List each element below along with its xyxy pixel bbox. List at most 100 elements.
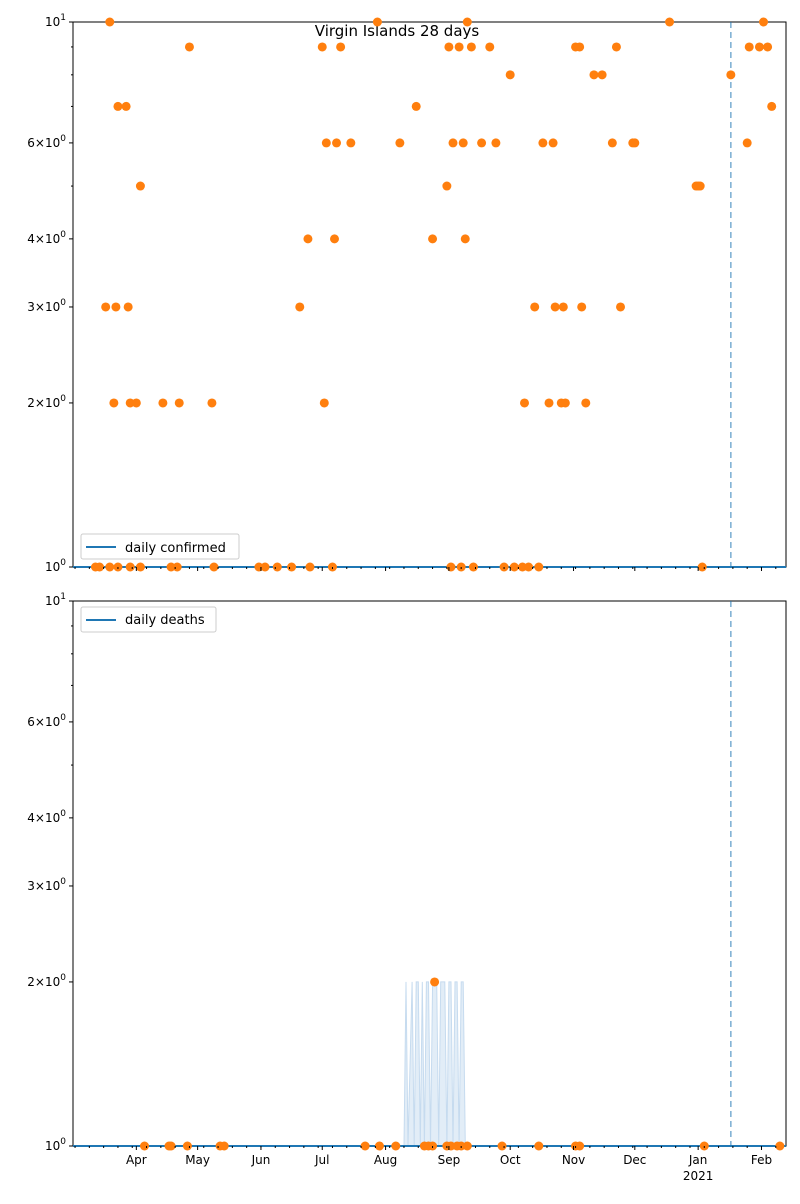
confirmed-ytick-label: 4×100 — [27, 230, 66, 246]
confirmed-data-point — [544, 398, 554, 408]
deaths-data-point — [140, 1141, 150, 1151]
deaths-data-point — [575, 1141, 585, 1151]
confirmed-data-point — [101, 302, 111, 312]
confirmed-data-point — [509, 562, 519, 572]
confirmed-data-point — [125, 562, 135, 572]
confirmed-data-point — [135, 562, 145, 572]
deaths-xtick-label: May — [185, 1153, 210, 1167]
confirmed-data-point — [372, 17, 382, 27]
confirmed-data-point — [597, 70, 607, 80]
deaths-xtick-label: Apr — [126, 1153, 147, 1167]
deaths-legend-box — [80, 606, 217, 633]
confirmed-data-point — [411, 101, 421, 111]
confirmed-data-point — [131, 398, 141, 408]
confirmed-data-point — [95, 562, 105, 572]
confirmed-data-point — [184, 42, 194, 52]
confirmed-data-point — [346, 138, 356, 148]
confirmed-plot-frame — [72, 21, 787, 568]
confirmed-data-point — [121, 101, 131, 111]
deaths-data-point — [775, 1141, 785, 1151]
confirmed-data-point — [319, 398, 329, 408]
deaths-data-point — [391, 1141, 401, 1151]
deaths-data-point — [462, 1141, 472, 1151]
confirmed-panel: 100 2×100 3×100 4×100 6×100 101 daily confirm… — [27, 13, 787, 574]
confirmed-data-point — [524, 562, 534, 572]
confirmed-data-point — [287, 562, 297, 572]
confirmed-ytick-label: 101 — [45, 13, 66, 29]
deaths-xtick-label: Oct — [500, 1153, 521, 1167]
confirmed-data-point — [454, 42, 464, 52]
confirmed-data-point — [550, 302, 560, 312]
deaths-ytick-label: 2×100 — [27, 973, 66, 989]
deaths-band — [403, 981, 466, 1147]
deaths-ytick-label: 3×100 — [27, 877, 66, 893]
confirmed-data-point — [589, 70, 599, 80]
confirmed-data-point — [491, 138, 501, 148]
deaths-xtick-label: Nov — [562, 1153, 585, 1167]
confirmed-data-point — [665, 17, 675, 27]
confirmed-data-point — [209, 562, 219, 572]
confirmed-data-point — [462, 17, 472, 27]
confirmed-data-point — [697, 562, 707, 572]
confirmed-data-point — [172, 562, 182, 572]
confirmed-data-point — [630, 138, 640, 148]
confirmed-ytick-label: 3×100 — [27, 298, 66, 314]
confirmed-data-point — [321, 138, 331, 148]
deaths-data-point — [166, 1141, 176, 1151]
confirmed-legend-box — [80, 533, 240, 560]
confirmed-ytick-label: 100 — [45, 558, 66, 574]
confirmed-data-point — [560, 398, 570, 408]
confirmed-data-point — [458, 138, 468, 148]
deaths-data-point — [534, 1141, 544, 1151]
confirmed-data-point — [538, 138, 548, 148]
confirmed-data-point — [330, 234, 340, 244]
confirmed-data-point — [444, 42, 454, 52]
confirmed-data-point — [428, 234, 438, 244]
confirmed-data-point — [442, 181, 452, 191]
confirmed-data-point — [295, 302, 305, 312]
deaths-xtick-label: Dec — [623, 1153, 646, 1167]
deaths-xtick-label: Feb — [751, 1153, 772, 1167]
confirmed-data-point — [534, 562, 544, 572]
confirmed-data-point — [611, 42, 621, 52]
confirmed-data-point — [303, 234, 313, 244]
confirmed-data-point — [105, 562, 115, 572]
deaths-legend: daily deaths — [80, 606, 217, 633]
deaths-xtick-label: Jun — [251, 1153, 271, 1167]
confirmed-ytick-label: 2×100 — [27, 394, 66, 410]
confirmed-data-point — [111, 302, 121, 312]
confirmed-data-point — [260, 562, 270, 572]
confirmed-data-point — [395, 138, 405, 148]
confirmed-data-point — [468, 562, 478, 572]
confirmed-data-point — [616, 302, 626, 312]
deaths-ytick-label: 101 — [45, 592, 66, 608]
confirmed-legend: daily confirmed — [80, 533, 240, 560]
confirmed-ytick-label: 6×100 — [27, 134, 66, 150]
confirmed-data-point — [607, 138, 617, 148]
deaths-data-point — [430, 977, 440, 987]
deaths-xtick-label: Sep — [438, 1153, 461, 1167]
deaths-ytick-label: 100 — [45, 1137, 66, 1153]
confirmed-legend-label: daily confirmed — [125, 541, 226, 556]
confirmed-data-point — [272, 562, 282, 572]
deaths-xtick-label: Aug — [374, 1153, 397, 1167]
confirmed-data-point — [317, 42, 327, 52]
deaths-ytick-label: 6×100 — [27, 713, 66, 729]
confirmed-data-point — [174, 398, 184, 408]
confirmed-data-point — [726, 70, 736, 80]
deaths-xtick-label: Jan — [688, 1153, 708, 1167]
confirmed-data-point — [113, 101, 123, 111]
deaths-legend-label: daily deaths — [125, 613, 205, 628]
confirmed-data-point — [754, 42, 764, 52]
confirmed-data-point — [558, 302, 568, 312]
confirmed-data-point — [448, 138, 458, 148]
confirmed-data-point — [105, 17, 115, 27]
confirmed-data-point — [759, 17, 769, 27]
deaths-data-point — [182, 1141, 192, 1151]
confirmed-data-point — [446, 562, 456, 572]
deaths-ytick-label: 4×100 — [27, 809, 66, 825]
confirmed-data-point — [466, 42, 476, 52]
confirmed-data-point — [763, 42, 773, 52]
confirmed-data-point — [158, 398, 168, 408]
